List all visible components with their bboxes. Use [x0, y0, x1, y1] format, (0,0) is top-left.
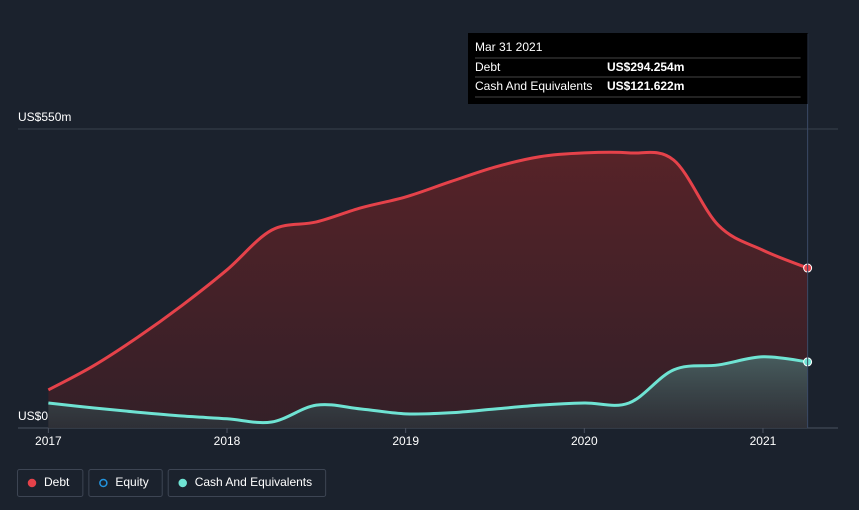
tooltip-value: US$294.254m — [607, 60, 684, 74]
legend-item[interactable] — [88, 469, 163, 497]
x-tick-label: 2018 — [214, 434, 241, 448]
x-tick-label: 2021 — [750, 434, 777, 448]
legend: Debt Equity Cash And Equivalents — [17, 469, 327, 497]
plot: US$0 US$550m 2017 2018 2019 2020 2021 — [18, 110, 838, 448]
tooltip-name: Debt — [475, 60, 501, 74]
legend-item[interactable] — [167, 469, 327, 497]
legend-label: Debt — [44, 475, 70, 489]
tooltip: Mar 31 2021 Debt US$294.254m Cash And Equiv… — [468, 33, 809, 428]
line — [48, 355, 808, 425]
legend-label: Equity — [115, 475, 148, 489]
legend-marker — [27, 478, 37, 488]
tooltip-box — [468, 33, 808, 104]
x-tick-label: 2020 — [571, 434, 598, 448]
legend-marker — [99, 478, 108, 488]
line — [47, 150, 809, 392]
legend-marker — [178, 478, 187, 488]
tooltip-name: Cash And Equivalents — [475, 79, 592, 93]
x-tick-label: 2019 — [392, 434, 419, 448]
x-tick-label: 2017 — [35, 434, 62, 448]
tooltip-title: Mar 31 2021 — [475, 40, 543, 54]
legend-label: Cash And Equivalents — [195, 475, 312, 489]
y-tick-label: US$0 — [18, 409, 48, 423]
legend-item[interactable] — [17, 469, 84, 497]
tooltip-value: US$121.622m — [607, 79, 684, 93]
area — [48, 152, 808, 429]
area — [48, 356, 808, 428]
y-tick-label: US$550m — [18, 110, 71, 124]
